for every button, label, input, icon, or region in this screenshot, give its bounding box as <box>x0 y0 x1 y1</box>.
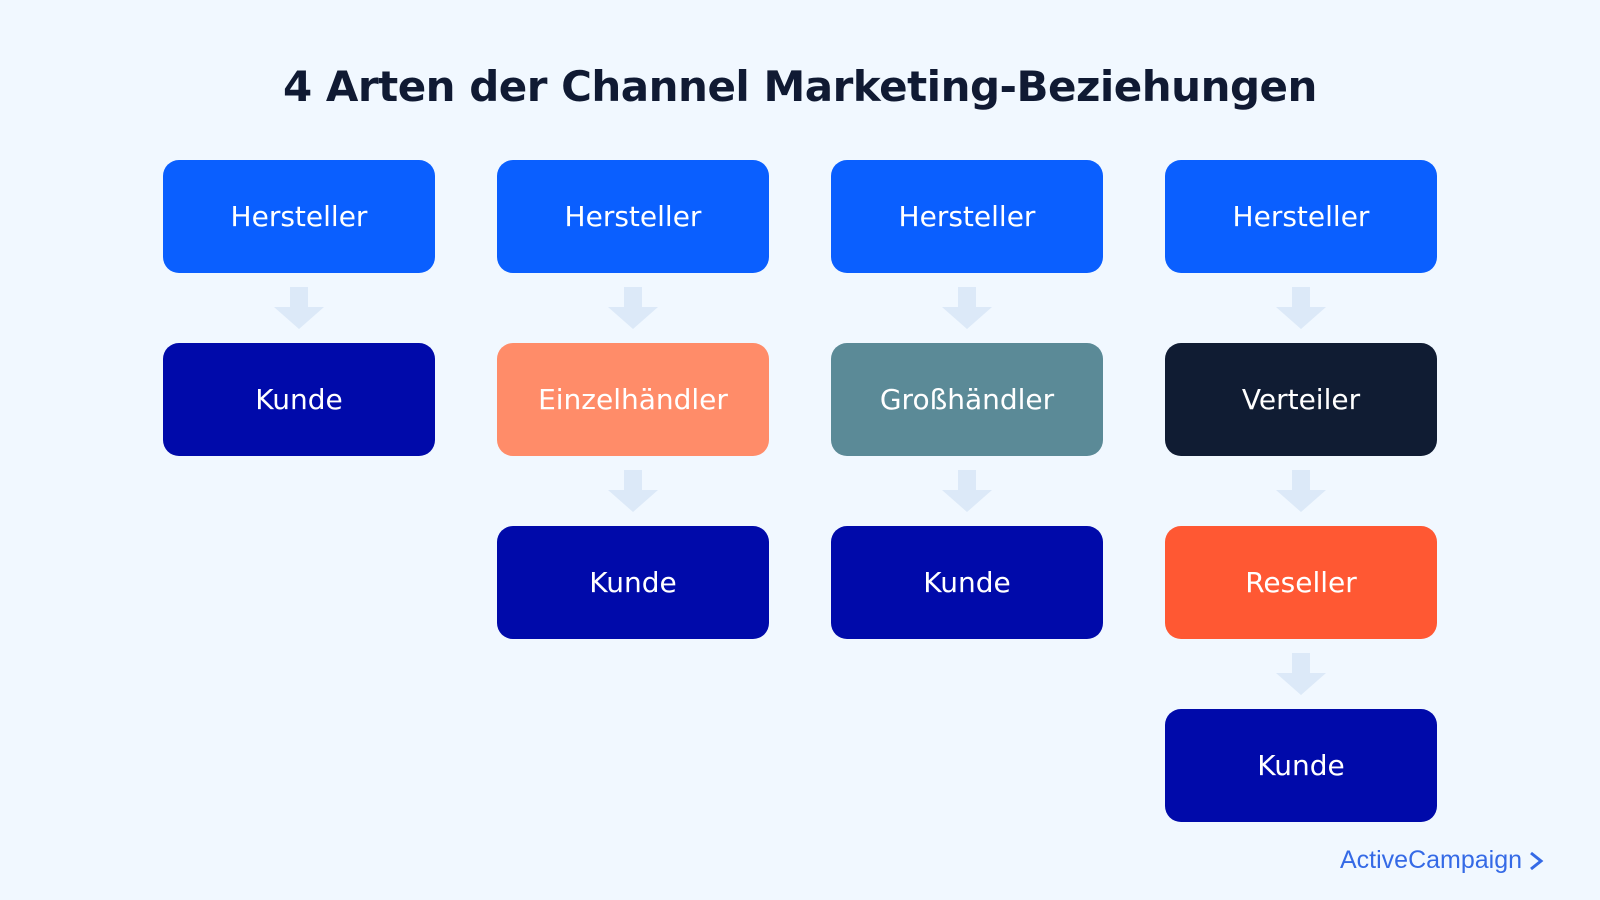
diagram-title: 4 Arten der Channel Marketing-Beziehunge… <box>283 62 1317 111</box>
node-kunde: Kunde <box>163 343 435 456</box>
node-hersteller: Hersteller <box>163 160 435 273</box>
node-kunde: Kunde <box>1165 709 1437 822</box>
node-verteiler: Verteiler <box>1165 343 1437 456</box>
arrow-down-icon <box>608 287 658 329</box>
arrow-down-icon <box>274 287 324 329</box>
chevron-right-icon <box>1530 851 1544 870</box>
arrow-down-icon <box>942 287 992 329</box>
arrow-down-icon <box>1276 470 1326 512</box>
node-großhändler: Großhändler <box>831 343 1103 456</box>
node-hersteller: Hersteller <box>1165 160 1437 273</box>
node-kunde: Kunde <box>831 526 1103 639</box>
arrow-down-icon <box>1276 287 1326 329</box>
activecampaign-logo: ActiveCampaign <box>1340 846 1544 875</box>
arrow-down-icon <box>608 470 658 512</box>
node-hersteller: Hersteller <box>497 160 769 273</box>
logo-text: ActiveCampaign <box>1340 846 1523 874</box>
node-hersteller: Hersteller <box>831 160 1103 273</box>
arrow-down-icon <box>1276 653 1326 695</box>
node-einzelhändler: Einzelhändler <box>497 343 769 456</box>
node-reseller: Reseller <box>1165 526 1437 639</box>
arrow-down-icon <box>942 470 992 512</box>
node-kunde: Kunde <box>497 526 769 639</box>
